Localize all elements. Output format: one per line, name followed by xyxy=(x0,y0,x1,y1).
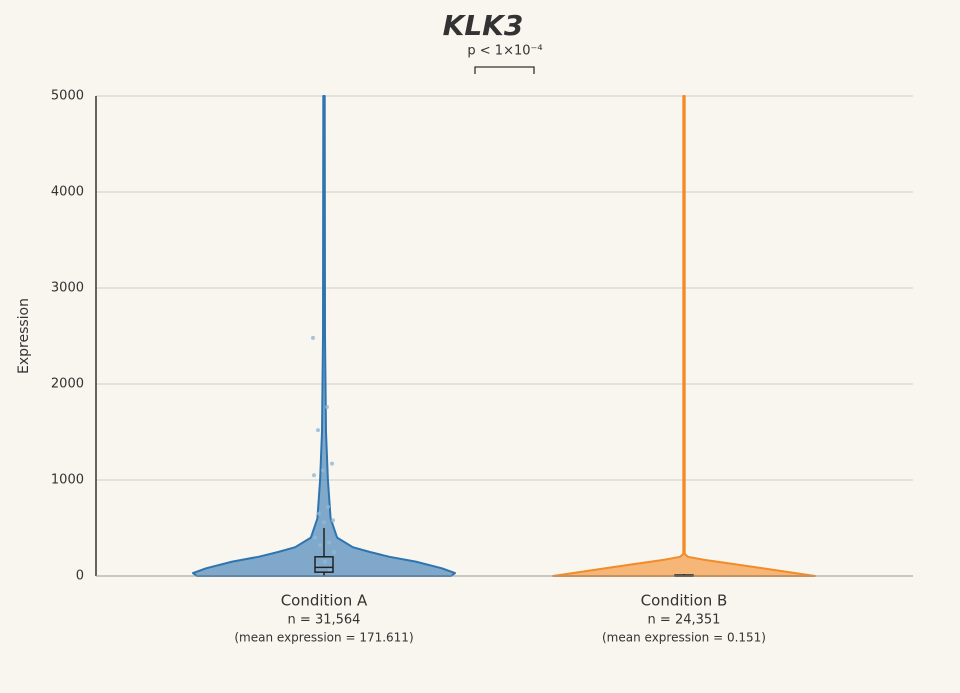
jitter-point xyxy=(322,520,326,525)
jitter-point xyxy=(321,468,325,473)
category-label: Condition B xyxy=(641,592,728,610)
jitter-point xyxy=(331,518,335,523)
jitter-point xyxy=(327,540,331,545)
violin xyxy=(552,95,816,577)
y-tick-label: 1000 xyxy=(51,473,84,488)
mean-label: (mean expression = 171.611) xyxy=(234,631,413,645)
violin xyxy=(192,95,456,577)
box xyxy=(314,556,334,573)
y-axis-label: Expression xyxy=(16,298,32,374)
jitter-point xyxy=(317,511,321,516)
jitter-point xyxy=(330,461,334,466)
sample-size-label: n = 31,564 xyxy=(288,613,361,628)
jitter-point xyxy=(318,543,322,548)
jitter-point xyxy=(311,335,315,340)
jitter-point xyxy=(332,550,336,554)
jitter-point xyxy=(325,405,329,410)
y-tick-label: 2000 xyxy=(51,377,84,392)
jitter-point xyxy=(313,535,317,540)
y-tick-label: 3000 xyxy=(51,281,84,296)
mean-label: (mean expression = 0.151) xyxy=(602,631,766,645)
chart-title: KLK3 xyxy=(443,9,524,42)
y-tick-label: 0 xyxy=(76,569,84,584)
sample-size-label: n = 24,351 xyxy=(648,613,721,628)
y-tick-label: 5000 xyxy=(51,89,84,104)
jitter-point xyxy=(323,559,327,564)
jitter-point xyxy=(316,428,320,433)
jitter-point xyxy=(312,473,316,478)
y-tick-label: 4000 xyxy=(51,185,84,200)
significance-bracket xyxy=(474,66,535,74)
jitter-point xyxy=(328,568,332,573)
category-label: Condition A xyxy=(281,592,368,610)
jitter-point xyxy=(326,504,330,509)
significance-label: p < 1×10⁻⁴ xyxy=(467,44,542,59)
